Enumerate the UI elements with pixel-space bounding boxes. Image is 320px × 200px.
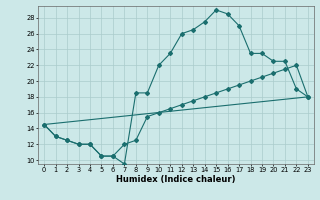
X-axis label: Humidex (Indice chaleur): Humidex (Indice chaleur) (116, 175, 236, 184)
